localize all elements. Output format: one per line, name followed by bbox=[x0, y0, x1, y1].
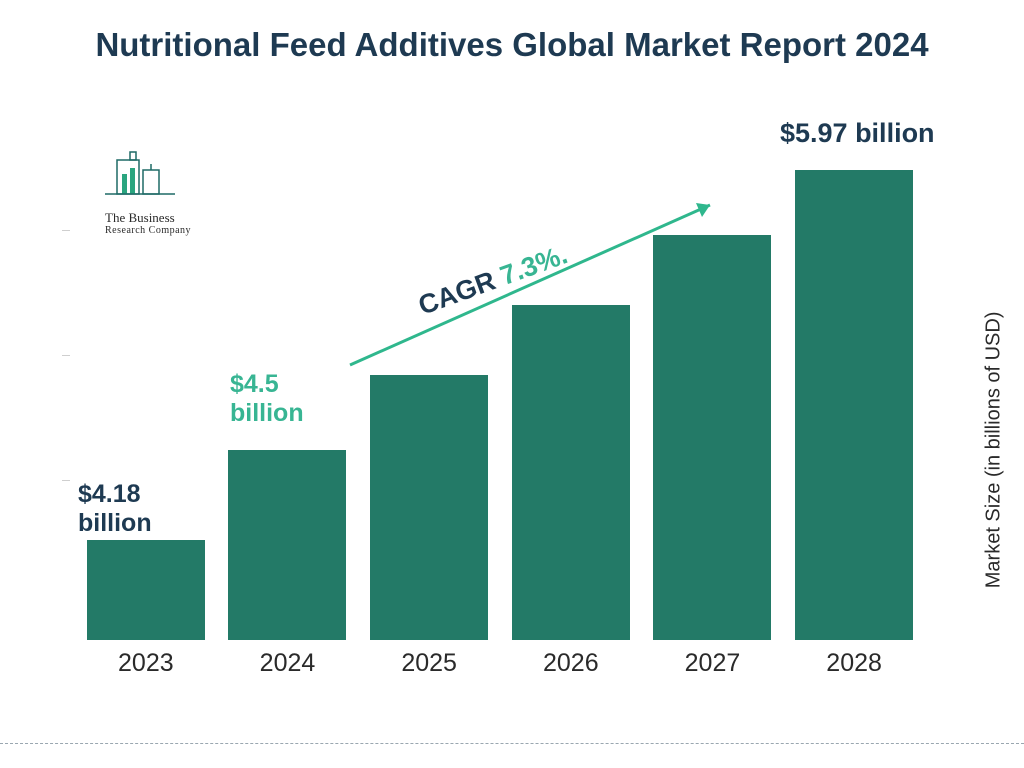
bar-2024 bbox=[217, 450, 357, 640]
callout-2024: $4.5billion bbox=[230, 370, 304, 428]
x-tick-label: 2023 bbox=[76, 649, 216, 678]
cagr-annotation: CAGR 7.3%. bbox=[350, 185, 750, 385]
axis-tick bbox=[62, 480, 70, 481]
bar-rect bbox=[795, 170, 913, 640]
x-axis-labels: 202320242025202620272028 bbox=[75, 649, 925, 678]
chart-title: Nutritional Feed Additives Global Market… bbox=[0, 24, 1024, 65]
y-axis-label: Market Size (in billions of USD) bbox=[983, 312, 1006, 589]
bar-2028 bbox=[784, 170, 924, 640]
bar-rect bbox=[87, 540, 205, 640]
bar-2023 bbox=[76, 540, 216, 640]
trend-arrow-icon bbox=[340, 185, 740, 385]
axis-tick bbox=[62, 355, 70, 356]
callout-2024-text: $4.5billion bbox=[230, 370, 304, 428]
x-tick-label: 2028 bbox=[784, 649, 924, 678]
x-tick-label: 2024 bbox=[217, 649, 357, 678]
bar-rect bbox=[228, 450, 346, 640]
callout-2028: $5.97 billion bbox=[780, 118, 935, 149]
footer-divider bbox=[0, 743, 1024, 744]
x-tick-label: 2026 bbox=[501, 649, 641, 678]
bar-rect bbox=[370, 375, 488, 640]
callout-2023-text: $4.18billion bbox=[78, 480, 152, 538]
axis-tick bbox=[62, 230, 70, 231]
x-tick-label: 2027 bbox=[642, 649, 782, 678]
x-tick-label: 2025 bbox=[359, 649, 499, 678]
bar-2025 bbox=[359, 375, 499, 640]
callout-2023: $4.18billion bbox=[78, 480, 152, 538]
